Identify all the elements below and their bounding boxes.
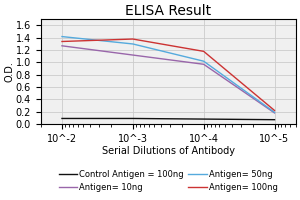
Antigen= 10ng bbox=[202, 63, 206, 65]
Antigen= 50ng bbox=[202, 60, 206, 62]
Control Antigen = 100ng bbox=[60, 117, 64, 120]
Antigen= 100ng bbox=[60, 40, 64, 43]
Control Antigen = 100ng bbox=[202, 118, 206, 120]
Line: Control Antigen = 100ng: Control Antigen = 100ng bbox=[62, 118, 274, 120]
Antigen= 100ng bbox=[202, 50, 206, 53]
Line: Antigen= 10ng: Antigen= 10ng bbox=[62, 46, 274, 113]
Y-axis label: O.D.: O.D. bbox=[4, 61, 14, 82]
Control Antigen = 100ng bbox=[131, 117, 135, 120]
Antigen= 10ng bbox=[273, 112, 276, 114]
Antigen= 100ng bbox=[273, 109, 276, 112]
Antigen= 50ng bbox=[131, 43, 135, 45]
Antigen= 50ng bbox=[273, 111, 276, 114]
Antigen= 100ng bbox=[131, 38, 135, 40]
Antigen= 10ng bbox=[60, 45, 64, 47]
Antigen= 10ng bbox=[131, 54, 135, 56]
Control Antigen = 100ng bbox=[273, 118, 276, 121]
X-axis label: Serial Dilutions of Antibody: Serial Dilutions of Antibody bbox=[102, 146, 235, 156]
Line: Antigen= 50ng: Antigen= 50ng bbox=[62, 37, 274, 112]
Line: Antigen= 100ng: Antigen= 100ng bbox=[62, 39, 274, 110]
Antigen= 50ng bbox=[60, 35, 64, 38]
Legend: Control Antigen = 100ng, Antigen= 10ng, Antigen= 50ng, Antigen= 100ng: Control Antigen = 100ng, Antigen= 10ng, … bbox=[57, 168, 280, 193]
Title: ELISA Result: ELISA Result bbox=[125, 4, 211, 18]
